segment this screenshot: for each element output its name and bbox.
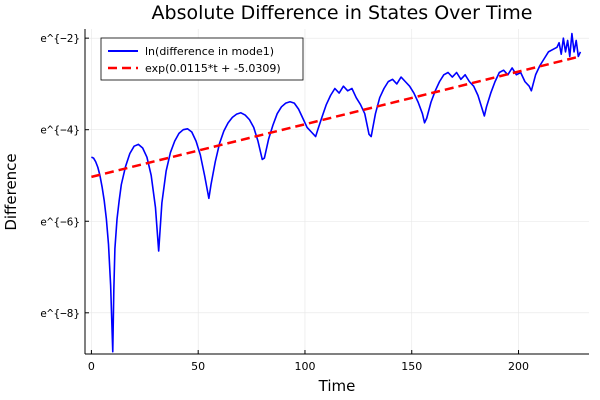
x-tick-label: 200 — [508, 360, 529, 373]
y-tick-label: e^{−6} — [40, 215, 80, 228]
y-ticks: e^{−2} e^{−4} e^{−6} e^{−8} — [40, 32, 89, 320]
grid — [85, 29, 589, 354]
x-tick-label: 150 — [401, 360, 422, 373]
y-tick-label: e^{−2} — [40, 32, 80, 45]
legend-label-series-1: ln(difference in mode1) — [145, 45, 274, 58]
series-line-1 — [91, 32, 582, 353]
y-tick-label: e^{−4} — [40, 124, 80, 137]
y-axis-label: Difference — [2, 153, 20, 230]
axes — [84, 29, 589, 355]
legend-box — [100, 37, 304, 81]
series-group — [91, 32, 582, 353]
legend-label-series-2: exp(0.0115*t + -5.0309) — [145, 62, 281, 75]
x-tick-label: 100 — [294, 360, 315, 373]
x-ticks: 0 50 100 150 200 — [88, 350, 529, 373]
plot-area — [85, 29, 589, 354]
y-tick-label: e^{−8} — [40, 307, 80, 320]
legend: ln(difference in mode1) exp(0.0115*t + -… — [100, 37, 304, 81]
x-axis-label: Time — [318, 377, 356, 395]
x-tick-label: 50 — [191, 360, 205, 373]
x-tick-label: 0 — [88, 360, 95, 373]
chart-title: Absolute Difference in States Over Time — [152, 2, 533, 24]
